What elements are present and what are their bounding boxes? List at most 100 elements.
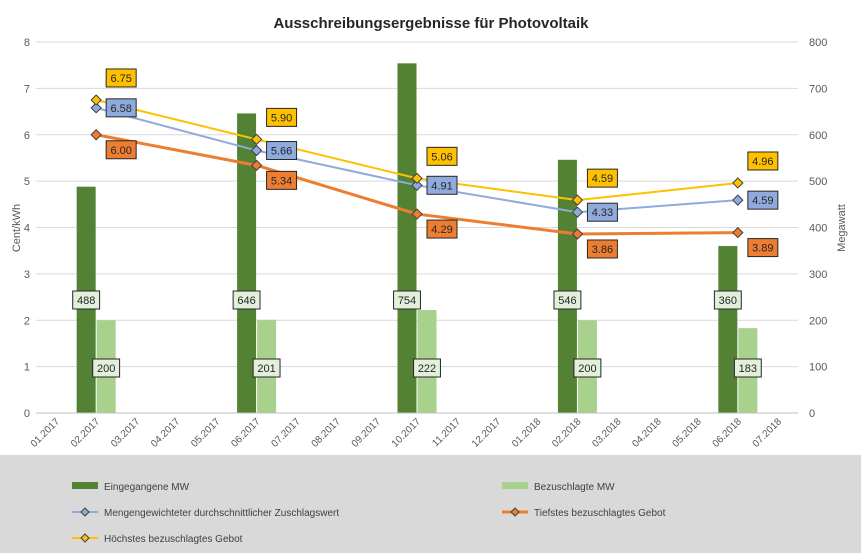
gridlines [36,41,798,368]
line-label-box [266,107,298,127]
y-left-tick-label: 8 [24,37,30,49]
y-left-tick-label: 0 [24,408,30,420]
line-label-box [426,146,458,166]
legend-marker-hoechstes-bezuschlagtes-gebot [80,533,90,543]
line-label-box [426,175,458,195]
y-right-tick-label: 300 [809,269,827,281]
y-left-tick-label: 7 [24,83,30,95]
x-tick-label: 01.2017 [29,416,63,450]
line-data-label: 3.86 [592,244,613,256]
line-label-box [747,238,779,258]
x-tick-label: 05.2018 [671,416,705,450]
marker-hoechstes-bezuschlagtes-gebot [571,194,584,206]
y-axis-right-label: Megawatt [836,204,848,252]
y-axis-left-ticks: 0 1 2 3 4 5 6 7 8 [24,37,30,420]
line-data-label: 3.89 [752,243,773,255]
y-right-tick-label: 0 [809,408,815,420]
y-left-tick-label: 4 [24,223,30,235]
bar-data-label: 183 [739,363,757,375]
legend-marker-mengengewichteter-durchschnittlicher-zuschlagswert [80,507,90,517]
bar-data-label: 201 [257,363,275,375]
line-label-box [105,140,137,160]
marker-tiefstes-bezuschlagtes-gebot [90,129,102,141]
bar-label-box [413,358,441,378]
x-tick-label: 01.2018 [510,416,544,450]
line-data-label: 5.34 [271,175,292,187]
line-label-box [105,98,137,118]
line-data-label: 4.29 [431,224,452,236]
x-axis-ticks: 01.2017 02.2017 03.2017 04.2017 05.2017 06.20… [29,416,785,450]
bar-eingegangene-mw [557,159,577,413]
y-axis-right-ticks: 0 100 200 300 400 500 600 700 800 [809,37,827,420]
line-label-box [747,190,779,210]
legend-background [0,455,861,553]
marker-tiefstes-bezuschlagtes-gebot [411,208,423,220]
line-label-box [266,170,298,190]
marker-mengengewichteter-durchschnittlicher-zuschlagswert [571,206,584,218]
bar-label-box [733,358,762,378]
x-tick-label: 04.2018 [630,416,664,450]
bar-data-label: 360 [719,295,737,307]
y-left-tick-label: 6 [24,130,30,142]
line-label-box [426,219,458,239]
legend-label: Mengengewichteter durchschnittlicher Zus… [104,508,339,519]
y-right-tick-label: 700 [809,83,827,95]
bar-data-label: 488 [77,295,95,307]
line-data-label: 4.59 [752,195,773,207]
y-right-tick-label: 100 [809,362,827,374]
legend-swatch-bezuschlagte-mw [502,482,528,489]
bar-label-box [92,358,121,378]
y-right-tick-label: 200 [809,315,827,327]
bar-data-label: 646 [237,295,255,307]
bar-data-label: 754 [398,295,416,307]
bar-label-box [713,290,742,310]
bar-data-label: 222 [418,363,436,375]
y-left-tick-label: 3 [24,269,30,281]
x-tick-label: 11.2017 [430,416,463,449]
bar-label-box [573,358,602,378]
x-tick-label: 03.2017 [109,416,143,450]
legend-marker-tiefstes-bezuschlagtes-gebot [510,507,520,517]
x-tick-label: 08.2017 [310,416,344,450]
x-tick-label: 06.2017 [229,416,263,450]
x-tick-label: 02.2017 [69,416,103,450]
x-tick-label: 12.2017 [470,416,504,450]
line-data-label: 4.96 [752,156,773,168]
marker-tiefstes-bezuschlagtes-gebot [732,226,744,239]
y-right-tick-label: 600 [809,130,827,142]
line-data-label: 6.75 [110,73,131,85]
y-left-tick-label: 2 [24,315,30,327]
line-data-label: 4.33 [592,207,613,219]
x-tick-label: 07.2017 [269,416,303,450]
bar-eingegangene-mw [237,113,257,413]
marker-tiefstes-bezuschlagtes-gebot [571,228,584,240]
line-label-box [586,239,618,259]
y-left-tick-label: 5 [24,176,30,188]
legend-label: Bezuschlagte MW [534,482,615,493]
x-tick-label: 02.2018 [550,416,584,450]
bar-label-box [553,290,582,310]
line-data-labels: 6.58 5.66 4.91 4.33 4.59 6.00 5.34 4.29 3.86 3.89… [105,68,779,259]
marker-hoechstes-bezuschlagtes-gebot [250,133,263,146]
line-data-label: 6.58 [110,103,131,115]
x-tick-label: 05.2017 [189,416,223,450]
bar-label-box [393,290,421,310]
marker-mengengewichteter-durchschnittlicher-zuschlagswert [411,179,423,192]
line-label-box [586,202,618,222]
line-data-label: 5.06 [431,151,452,163]
line-data-label: 4.91 [431,180,452,192]
marker-hoechstes-bezuschlagtes-gebot [732,177,744,189]
legend-label: Eingegangene MW [104,482,190,493]
marker-hoechstes-bezuschlagtes-gebot [90,94,102,106]
chart-title: Ausschreibungsergebnisse für Photovoltai… [273,15,589,32]
bar-data-label: 200 [578,363,596,375]
legend-label: Tiefstes bezuschlagtes Gebot [534,508,666,519]
line-data-label: 6.00 [110,145,131,157]
y-axis-left-label: Cent/kWh [11,204,23,252]
marker-hoechstes-bezuschlagtes-gebot [411,172,423,185]
x-tick-label: 06.2018 [711,416,745,450]
legend-label: Höchstes bezuschlagtes Gebot [104,534,243,545]
bar-label-box [72,290,101,310]
